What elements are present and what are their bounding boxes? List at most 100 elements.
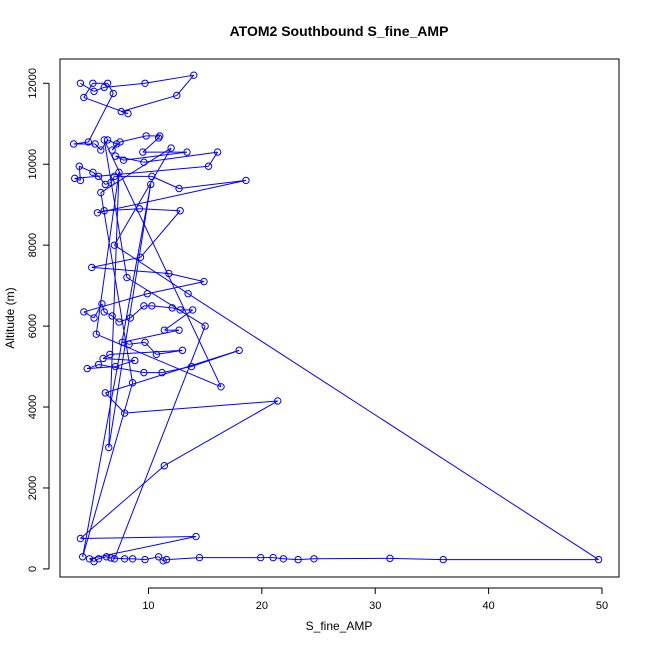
data-point [139, 148, 147, 156]
series-segment [143, 151, 218, 163]
series-segment [144, 556, 159, 561]
data-point [141, 555, 149, 564]
series-segment [113, 325, 206, 559]
series-segment [273, 557, 284, 560]
series-segment [107, 139, 117, 145]
data-point [200, 277, 208, 286]
series-segment [123, 151, 188, 161]
series-segment [80, 536, 197, 540]
series-segment [178, 179, 247, 189]
y-axis: 0 2000 4000 6000 8000 10000 12000 [27, 68, 50, 572]
data-point [120, 555, 129, 563]
data-point [126, 314, 135, 322]
y-axis-label: Altitude (m) [3, 287, 17, 348]
data-point [110, 241, 119, 249]
series-segment [101, 303, 105, 313]
series-points [69, 71, 603, 566]
data-point [98, 300, 106, 308]
series-segment [176, 74, 195, 96]
series-segment [78, 166, 81, 181]
y-tick-label: 10000 [27, 149, 39, 180]
series-segment [87, 93, 114, 143]
series-segment [96, 333, 222, 388]
data-point [115, 168, 123, 177]
data-point [117, 107, 125, 116]
y-tick-label: 4000 [27, 395, 39, 419]
series-segment [98, 176, 106, 185]
data-point [123, 273, 131, 282]
data-point [204, 162, 213, 170]
data-point [168, 304, 176, 312]
data-point [90, 87, 98, 96]
data-point [93, 209, 102, 217]
series-segment [104, 82, 146, 88]
series-segment [105, 349, 240, 394]
series-segment [82, 184, 152, 557]
data-point [140, 302, 148, 310]
data-point [141, 79, 149, 87]
series-segment [108, 184, 152, 448]
series-segment [168, 272, 205, 283]
series-segment [208, 151, 219, 167]
data-point [105, 443, 113, 452]
data-point [128, 379, 137, 387]
data-point [158, 368, 166, 377]
series-segment [111, 141, 121, 151]
data-point [120, 409, 129, 417]
data-point [107, 554, 115, 562]
data-point [184, 290, 192, 298]
data-point [188, 306, 197, 314]
series-segment [103, 139, 128, 278]
data-point [106, 350, 114, 359]
series-segment [119, 135, 147, 143]
series-segment [93, 558, 99, 563]
data-point [119, 156, 128, 164]
data-point [124, 109, 132, 118]
y-tick-label: 2000 [27, 476, 39, 500]
series-segment [283, 558, 299, 561]
data-point [100, 207, 108, 215]
data-point [269, 553, 277, 562]
data-point [94, 360, 103, 369]
data-point [187, 362, 196, 371]
data-point [162, 555, 171, 564]
x-axis: 10 20 30 40 50 [142, 587, 608, 612]
data-point [279, 555, 288, 563]
data-point [143, 290, 152, 298]
x-tick-label: 10 [142, 600, 154, 612]
data-point [147, 180, 155, 189]
data-point [97, 146, 105, 154]
data-point [76, 534, 85, 543]
data-point [100, 136, 108, 144]
x-tick-label: 40 [482, 600, 494, 612]
data-point [140, 368, 148, 377]
data-point [101, 389, 110, 397]
data-point [201, 322, 209, 330]
chart-title: ATOM2 Southbound S_fine_AMP [230, 23, 449, 39]
data-point [256, 553, 265, 562]
data-point [91, 140, 99, 148]
series-segment [129, 341, 146, 345]
data-point [118, 338, 127, 346]
data-point [108, 312, 116, 320]
data-point [125, 340, 133, 349]
series-segment [118, 317, 131, 323]
data-point [176, 306, 184, 314]
data-point [100, 308, 108, 316]
data-point [135, 205, 144, 213]
series-segment [126, 277, 206, 327]
data-point [88, 263, 96, 272]
series-segment [121, 94, 177, 113]
data-point [154, 134, 163, 142]
series-segment [89, 536, 197, 560]
series-segment [107, 83, 114, 94]
series-segment [83, 96, 129, 115]
data-point [76, 176, 85, 185]
series-segment [298, 558, 315, 561]
data-point [110, 555, 119, 563]
data-point [107, 178, 115, 187]
data-point [80, 308, 88, 316]
data-point [386, 554, 394, 563]
series-segment [87, 364, 99, 370]
